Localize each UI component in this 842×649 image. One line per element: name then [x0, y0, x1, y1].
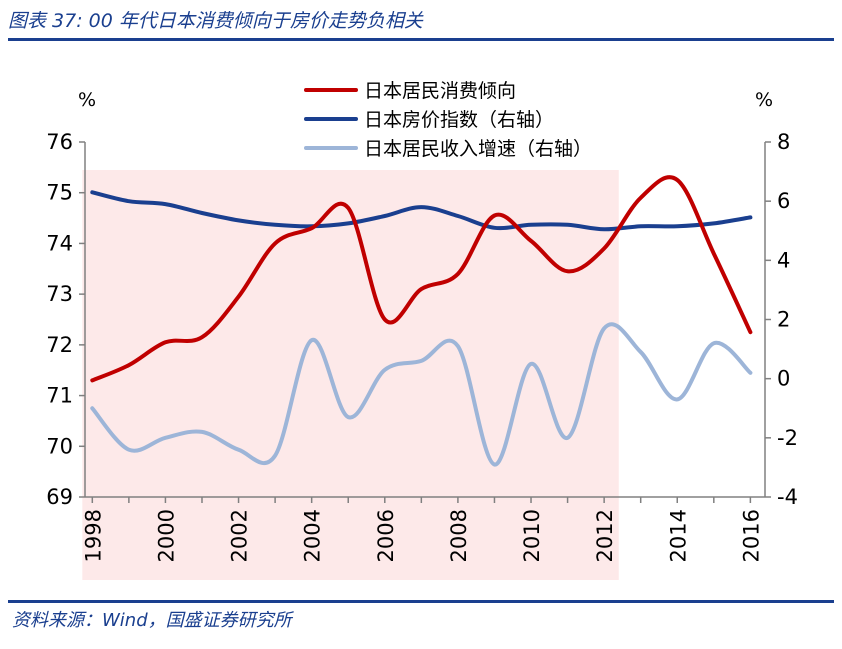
left-axis-tick-label: 72 [46, 333, 73, 357]
axes-layer: 69 70 71 72 73 74 75 76 -4 -2 0 2 4 6 8 1998 2000 2002 200… [46, 130, 798, 562]
right-axis-tick-label: 0 [777, 367, 790, 391]
x-axis-tick-label: 2006 [374, 509, 398, 562]
left-axis-tick-label: 69 [46, 485, 73, 509]
right-axis-tick-label: -2 [777, 426, 798, 450]
left-axis-tick-label: 73 [46, 282, 73, 306]
figure-title: 图表 37: 00 年代日本消费倾向于房价走势负相关 [8, 10, 423, 32]
legend-item-consumption-propensity: 日本居民消费倾向 [304, 80, 516, 102]
legend-label: 日本居民收入增速（右轴） [364, 138, 592, 160]
x-axis-tick-label: 2002 [228, 509, 252, 562]
legend-label: 日本居民消费倾向 [364, 80, 516, 102]
left-axis-tick-label: 71 [46, 384, 73, 408]
series-layer [90, 175, 753, 467]
line-chart: 69 70 71 72 73 74 75 76 -4 -2 0 2 4 6 8 1998 2000 2002 200… [46, 80, 798, 580]
left-axis-tick-label: 74 [46, 231, 73, 255]
right-axis-tick-label: -4 [777, 485, 798, 509]
x-axis-tick-label: 2012 [593, 509, 617, 562]
source-rule [8, 600, 834, 603]
right-axis-tick-label: 8 [777, 130, 790, 154]
x-axis-tick-label: 2008 [447, 509, 471, 562]
right-axis-tick-label: 4 [777, 248, 790, 272]
legend-item-income-growth: 日本居民收入增速（右轴） [304, 138, 592, 160]
legend-item-house-price-index: 日本房价指数（右轴） [304, 109, 554, 131]
title-rule [8, 38, 834, 41]
x-axis-tick-label: 2004 [301, 509, 325, 562]
x-axis-tick-label: 2016 [739, 509, 763, 562]
left-axis-tick-label: 70 [46, 434, 73, 458]
right-axis-tick-label: 6 [777, 189, 790, 213]
right-axis-unit: % [755, 89, 773, 111]
series-house-price-index-line [90, 190, 753, 232]
left-axis-unit: % [78, 89, 96, 111]
source-note: 资料来源：Wind，国盛证券研究所 [12, 610, 292, 631]
x-axis-tick-label: 2014 [666, 509, 690, 562]
right-axis-tick-label: 2 [777, 308, 790, 332]
x-axis-tick-label: 1998 [81, 509, 105, 562]
legend-label: 日本房价指数（右轴） [364, 109, 554, 131]
series-income-growth-line [90, 322, 753, 467]
x-axis-tick-label: 2010 [520, 509, 544, 562]
left-axis-tick-label: 75 [46, 181, 73, 205]
left-axis-tick-label: 76 [46, 130, 73, 154]
x-axis-tick-label: 2000 [154, 509, 178, 562]
series-consumption-propensity-line [90, 175, 753, 383]
